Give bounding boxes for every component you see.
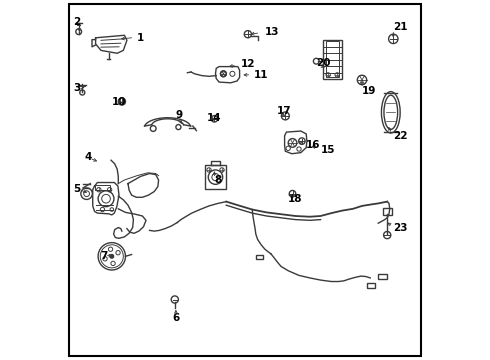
Text: 6: 6 <box>172 312 179 323</box>
Text: 18: 18 <box>288 194 302 204</box>
Text: 8: 8 <box>215 175 221 185</box>
Text: 17: 17 <box>277 106 291 116</box>
Text: 5: 5 <box>73 184 80 194</box>
Text: 2: 2 <box>73 17 80 27</box>
Text: 11: 11 <box>254 70 269 80</box>
Bar <box>368 283 375 288</box>
Text: 15: 15 <box>320 145 335 156</box>
Text: 22: 22 <box>393 131 408 141</box>
Bar <box>205 165 225 189</box>
Bar <box>256 255 263 259</box>
Text: 20: 20 <box>316 58 331 68</box>
Bar <box>326 41 339 77</box>
Text: 1: 1 <box>137 33 144 43</box>
Text: 13: 13 <box>265 27 279 37</box>
Bar <box>378 274 387 279</box>
Circle shape <box>110 255 114 258</box>
Bar <box>383 208 392 215</box>
Bar <box>95 185 110 190</box>
Text: 7: 7 <box>100 251 108 261</box>
Text: 21: 21 <box>393 22 408 32</box>
Text: 9: 9 <box>176 110 183 120</box>
Text: 23: 23 <box>393 222 408 233</box>
Text: 12: 12 <box>241 59 255 69</box>
Text: 4: 4 <box>85 152 92 162</box>
Text: 14: 14 <box>207 113 222 123</box>
Text: 3: 3 <box>73 83 80 93</box>
Bar <box>323 40 342 79</box>
Text: 19: 19 <box>362 86 376 96</box>
Text: 10: 10 <box>112 96 126 107</box>
Text: 16: 16 <box>306 140 320 150</box>
